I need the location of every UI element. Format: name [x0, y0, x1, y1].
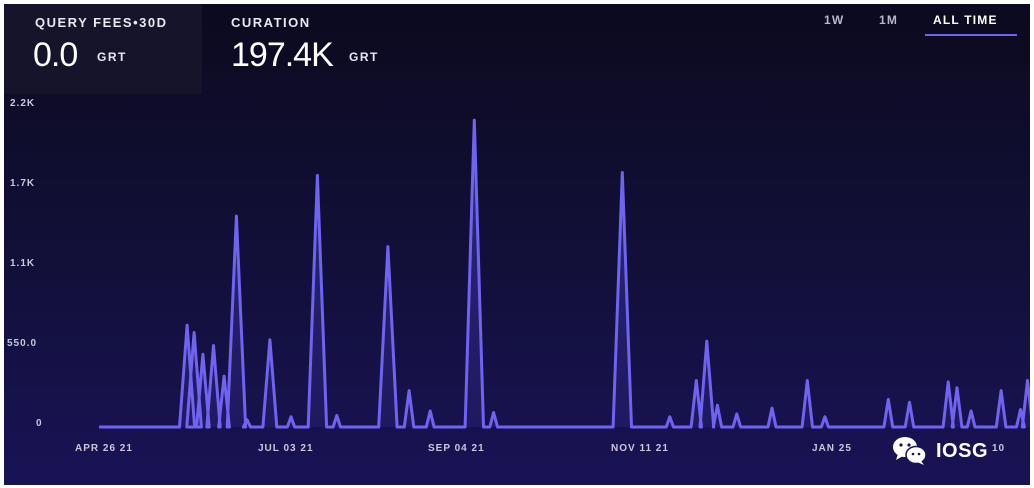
data-point [1019, 408, 1023, 412]
data-point [805, 379, 809, 383]
x-tick-label: APR 26 21 [75, 443, 133, 454]
x-tick-label: JUL 03 21 [258, 443, 314, 454]
watermark-text: IOSG [936, 439, 989, 462]
data-point [428, 409, 432, 413]
data-point [315, 173, 319, 177]
query-fees-unit: GRT [97, 50, 127, 64]
data-point [955, 386, 959, 390]
x-axis: APR 26 21 JUL 03 21 SEP 04 21 NOV 11 21 … [75, 443, 1005, 454]
data-point [999, 389, 1003, 393]
data-point [268, 338, 272, 342]
data-point [946, 380, 950, 384]
query-fees-panel: QUERY FEES•30D 0.0 GRT [4, 4, 202, 94]
data-point [289, 415, 293, 419]
data-point [162, 425, 166, 429]
wechat-icon [893, 437, 927, 465]
x-tick-label: NOV 11 21 [611, 443, 669, 454]
data-point [969, 409, 973, 413]
data-point [823, 415, 827, 419]
data-point [492, 411, 496, 415]
data-point [715, 403, 719, 407]
chart-card: QUERY FEES•30D 0.0 GRT CURATION 197.4K G… [4, 4, 1030, 485]
data-point [886, 397, 890, 401]
y-tick-label: 0 [36, 418, 43, 429]
data-point [212, 344, 216, 348]
x-tick-label: 10 [992, 443, 1005, 454]
data-point [245, 418, 249, 422]
curation-unit: GRT [349, 50, 379, 64]
data-point [201, 352, 205, 356]
x-tick-label: JAN 25 [812, 443, 852, 454]
query-fees-value: 0.0 [33, 36, 78, 74]
data-point [668, 415, 672, 419]
range-1m-button[interactable]: 1M [879, 13, 899, 27]
curation-value: 197.4K [231, 36, 334, 74]
data-point [386, 245, 390, 249]
data-point [472, 118, 476, 122]
y-tick-label: 1.7K [10, 178, 35, 189]
y-tick-label: 1.1K [10, 258, 35, 269]
data-point [620, 171, 624, 175]
y-tick-label: 550.0 [7, 338, 37, 349]
curation-chart: 2.2K 1.7K 1.1K 550.0 0 APR 26 21 JUL 03 … [7, 98, 1030, 454]
data-point [694, 379, 698, 383]
data-point [908, 400, 912, 404]
data-point [234, 214, 238, 218]
data-point [770, 406, 774, 410]
data-point [705, 339, 709, 343]
curation-label: CURATION [231, 15, 311, 30]
data-point [735, 412, 739, 416]
series-line [99, 118, 1030, 429]
data-point [222, 374, 226, 378]
active-range-indicator [925, 34, 1017, 36]
data-point [192, 331, 196, 335]
y-axis: 2.2K 1.7K 1.1K 550.0 0 [7, 98, 43, 429]
y-tick-label: 2.2K [10, 98, 35, 109]
data-point [1026, 379, 1030, 383]
range-all-time-button[interactable]: ALL TIME [933, 13, 998, 27]
data-point [185, 323, 189, 327]
x-tick-label: SEP 04 21 [428, 443, 485, 454]
data-point [97, 425, 101, 429]
range-1w-button[interactable]: 1W [824, 13, 845, 27]
data-point [407, 389, 411, 393]
query-fees-label: QUERY FEES•30D [35, 15, 168, 30]
data-point [335, 413, 339, 417]
watermark: IOSG [892, 434, 988, 468]
